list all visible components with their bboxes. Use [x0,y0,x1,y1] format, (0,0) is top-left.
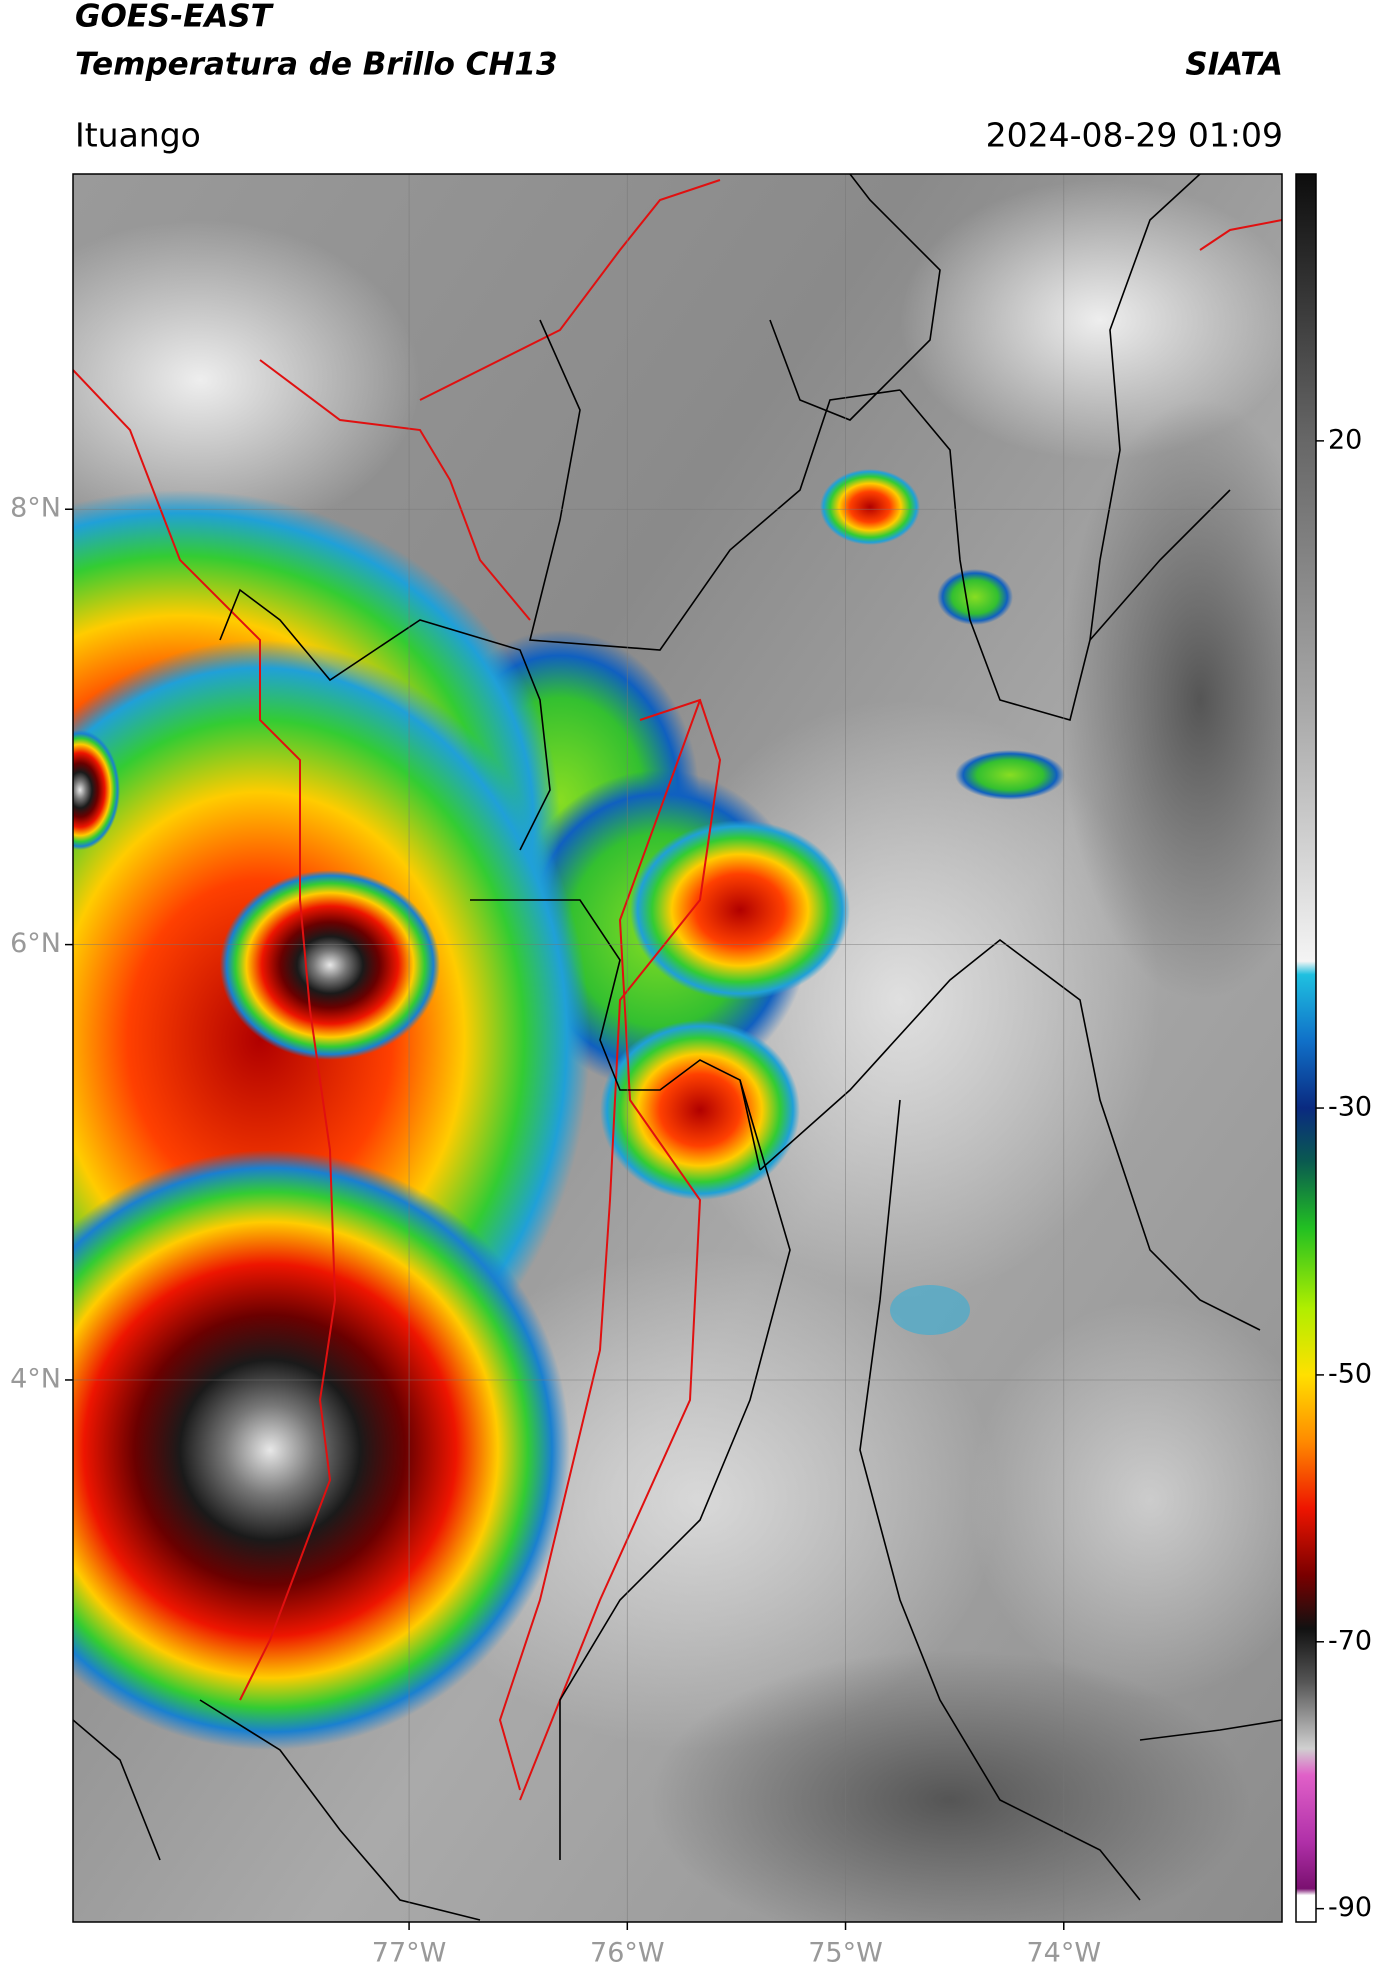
datetime: 2024-08-29 01:09 [986,116,1283,155]
colorbar-tick-label: -70 [1328,1625,1372,1656]
colorbar-tick-label: -30 [1328,1092,1372,1123]
x-tick-label: 77°W [372,1938,447,1969]
y-tick-label: 6°N [10,928,61,959]
x-tick-label: 76°W [590,1938,665,1969]
y-tick-label: 8°N [10,493,61,524]
graticule [73,174,1282,1922]
colorbar-tick-label: 20 [1328,424,1362,455]
x-tick-label: 74°W [1026,1938,1101,1969]
title: GOES-EAST [75,0,275,35]
satellite-image [73,174,1282,1922]
subtitle: Temperatura de Brillo CH13 [75,47,558,83]
source: SIATA [1185,47,1283,83]
colorbar-tick-label: -90 [1328,1892,1372,1923]
colorbar [1295,173,1317,1923]
y-tick-label: 4°N [10,1363,61,1394]
x-tick-label: 75°W [808,1938,883,1969]
location: Ituango [75,116,201,155]
map-frame [72,173,1283,1923]
colorbar-tick-label: -50 [1328,1358,1372,1389]
